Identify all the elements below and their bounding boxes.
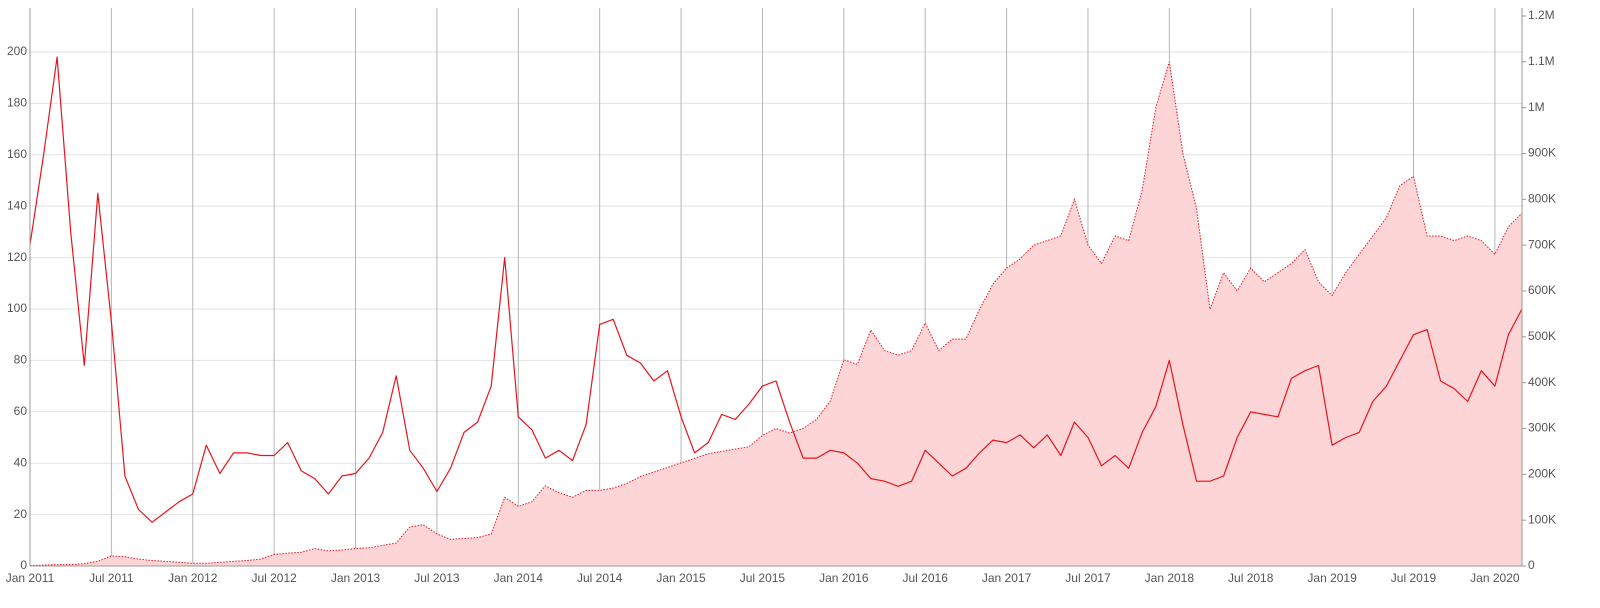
x-tick-label: Jul 2017 [1065,571,1111,585]
y2-tick-label: 400K [1528,375,1556,389]
y-tick-label: 140 [7,198,27,212]
y-tick-label: 180 [7,96,27,110]
x-tick-label: Jan 2014 [494,571,544,585]
y2-tick-label: 700K [1528,237,1556,251]
x-tick-label: Jul 2013 [414,571,460,585]
x-tick-label: Jan 2018 [1145,571,1195,585]
x-tick-label: Jan 2019 [1307,571,1357,585]
y2-tick-label: 200K [1528,467,1556,481]
y2-tick-label: 1.1M [1528,54,1555,68]
y-tick-label: 0 [20,558,27,572]
y-tick-label: 40 [14,455,28,469]
x-tick-label: Jan 2017 [982,571,1032,585]
y-tick-label: 200 [7,44,27,58]
x-tick-label: Jul 2019 [1391,571,1437,585]
y2-tick-label: 300K [1528,421,1556,435]
y2-tick-label: 100K [1528,512,1556,526]
y-tick-label: 100 [7,301,27,315]
y2-tick-label: 500K [1528,329,1556,343]
x-tick-label: Jan 2020 [1470,571,1520,585]
x-tick-label: Jan 2012 [168,571,218,585]
x-tick-label: Jul 2011 [89,571,134,585]
x-tick-label: Jul 2015 [740,571,786,585]
y2-tick-label: 600K [1528,283,1556,297]
y2-tick-label: 800K [1528,192,1556,206]
x-tick-label: Jan 2016 [819,571,869,585]
y2-tick-label: 900K [1528,146,1556,160]
x-tick-label: Jul 2014 [577,571,623,585]
x-tick-label: Jul 2012 [251,571,297,585]
x-tick-label: Jul 2018 [1228,571,1274,585]
x-tick-label: Jul 2016 [903,571,949,585]
x-tick-label: Jan 2011 [6,571,55,585]
y2-tick-label: 1.2M [1528,8,1555,22]
y-tick-label: 120 [7,250,27,264]
x-tick-label: Jan 2013 [331,571,381,585]
y-tick-label: 60 [14,404,28,418]
line [29,56,1523,523]
y2-tick-label: 0 [1528,558,1535,572]
area [30,61,1522,567]
x-tick-label: Jan 2015 [656,571,706,585]
y-tick-label: 160 [7,147,27,161]
y2-tick-label: 1M [1528,100,1545,114]
y-tick-label: 80 [14,353,28,367]
y-tick-label: 20 [14,507,28,521]
area-edge [29,61,1523,566]
